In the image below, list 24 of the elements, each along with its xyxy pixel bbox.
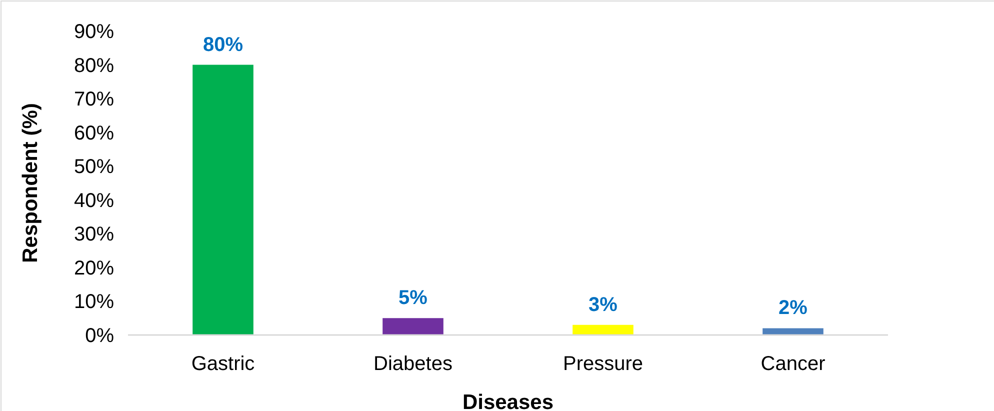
- y-tick-label: 20%: [74, 257, 114, 280]
- data-label: 3%: [588, 294, 618, 316]
- y-tick-label: 0%: [85, 325, 114, 347]
- y-tick-label: 70%: [74, 88, 114, 111]
- y-axis-title: Respondent (%): [19, 103, 42, 263]
- y-tick-label: 90%: [74, 21, 114, 43]
- bar: [572, 324, 634, 335]
- bar: [192, 64, 254, 335]
- data-label: 80%: [202, 34, 244, 56]
- bar: [762, 328, 824, 335]
- y-tick-label: 60%: [74, 122, 114, 144]
- data-label: 5%: [398, 287, 428, 310]
- y-tick-label: 30%: [74, 224, 114, 246]
- y-tick-label: 40%: [74, 190, 114, 212]
- x-tick-label: Cancer: [760, 353, 826, 375]
- x-tick-label: Diabetes: [374, 353, 452, 375]
- data-label: 2%: [778, 297, 808, 320]
- y-tick-label: 10%: [74, 291, 114, 314]
- y-tick-label: 80%: [74, 54, 114, 77]
- x-axis-title: Diseases: [462, 391, 554, 411]
- y-tick-label: 50%: [74, 156, 114, 178]
- x-tick-label: Pressure: [562, 353, 644, 375]
- bar: [382, 318, 444, 335]
- x-tick-label: Gastric: [191, 353, 255, 375]
